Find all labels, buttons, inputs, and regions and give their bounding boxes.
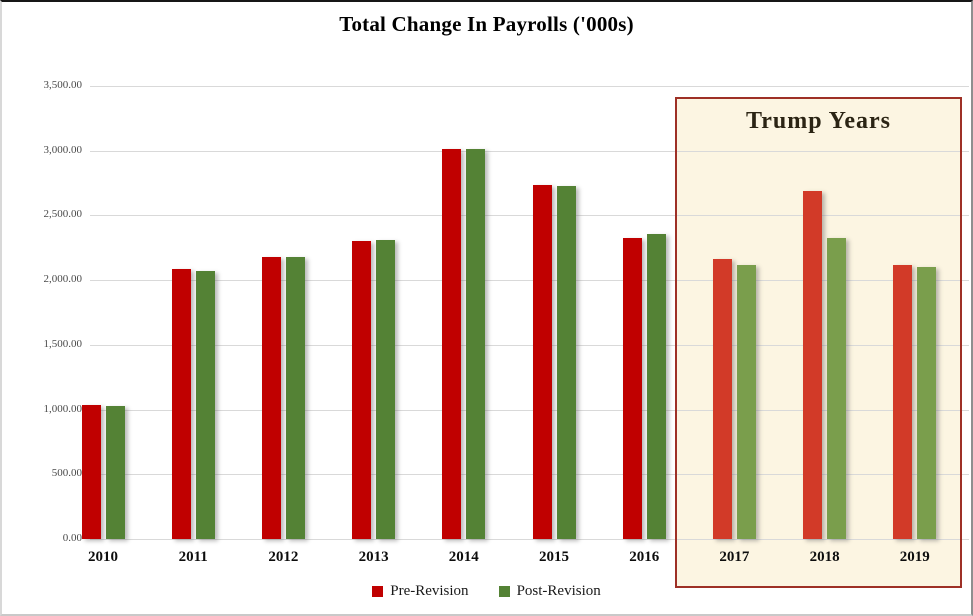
x-axis-label-2015: 2015 [539, 549, 569, 565]
legend-label-post-revision: Post-Revision [516, 583, 601, 599]
bar-pre-revision-2010 [81, 405, 101, 539]
x-axis-label-2011: 2011 [178, 549, 208, 565]
chart-title: Total Change In Payrolls ('000s) [339, 12, 634, 36]
legend-item-pre-revision: Pre-Revision [372, 583, 469, 600]
y-axis-tick-label-500: 500.00 [51, 467, 82, 480]
bar-pre-revision-2014 [442, 148, 462, 539]
gridline-1500 [90, 344, 969, 346]
y-axis-tick-label-1500: 1,500.00 [43, 337, 83, 350]
x-axis-label-2012: 2012 [268, 549, 299, 565]
x-axis-label-2014: 2014 [448, 549, 479, 565]
bar-post-revision-2018 [827, 238, 847, 539]
bar-post-revision-2015 [556, 186, 576, 539]
y-axis-tick-label-2500: 2,500.00 [43, 208, 83, 221]
x-axis-label-2017: 2017 [719, 549, 750, 565]
x-axis-label-2010: 2010 [88, 549, 118, 565]
bar-pre-revision-2011 [171, 269, 191, 539]
x-axis-label-2019: 2019 [899, 549, 930, 565]
legend-item-post-revision: Post-Revision [498, 583, 601, 600]
gridline-2000 [90, 280, 969, 282]
bar-pre-revision-2017 [712, 258, 732, 539]
bar-post-revision-2019 [917, 266, 937, 539]
y-axis-tick-label-0: 0.00 [62, 532, 82, 544]
y-axis-tick-label-3000: 3,000.00 [43, 143, 83, 156]
bar-post-revision-2010 [105, 405, 125, 539]
gridline-500 [90, 474, 969, 476]
gridline-2500 [90, 215, 969, 217]
bar-pre-revision-2013 [352, 240, 372, 539]
legend: Pre-Revision Post-Revision [2, 583, 971, 600]
bar-pre-revision-2019 [893, 265, 913, 539]
legend-swatch-pre-revision [372, 586, 384, 597]
gridline-1000 [90, 409, 969, 411]
bar-post-revision-2012 [285, 256, 305, 539]
y-axis-tick-label-1000: 1,000.00 [43, 402, 83, 415]
legend-label-pre-revision: Pre-Revision [390, 583, 469, 599]
legend-swatch-post-revision [498, 586, 510, 597]
bar-post-revision-2014 [466, 148, 486, 539]
x-axis-label-2013: 2013 [358, 549, 389, 565]
bar-pre-revision-2018 [803, 190, 823, 539]
y-axis-tick-label-3500: 3,500.00 [43, 79, 83, 91]
bar-post-revision-2011 [195, 271, 215, 539]
trump-years-label: Trump Years [746, 108, 891, 134]
gridline-3000 [90, 150, 969, 152]
bar-pre-revision-2012 [261, 257, 281, 539]
bar-pre-revision-2016 [622, 238, 642, 539]
gridline-0 [90, 539, 969, 540]
bar-post-revision-2017 [736, 264, 756, 539]
bar-post-revision-2016 [646, 234, 666, 539]
x-axis-label-2016: 2016 [629, 549, 660, 565]
bar-pre-revision-2015 [532, 185, 552, 539]
bar-post-revision-2013 [376, 240, 396, 539]
y-axis-tick-label-2000: 2,000.00 [43, 273, 83, 286]
gridline-3500 [90, 86, 969, 87]
x-axis-label-2018: 2018 [809, 549, 840, 565]
